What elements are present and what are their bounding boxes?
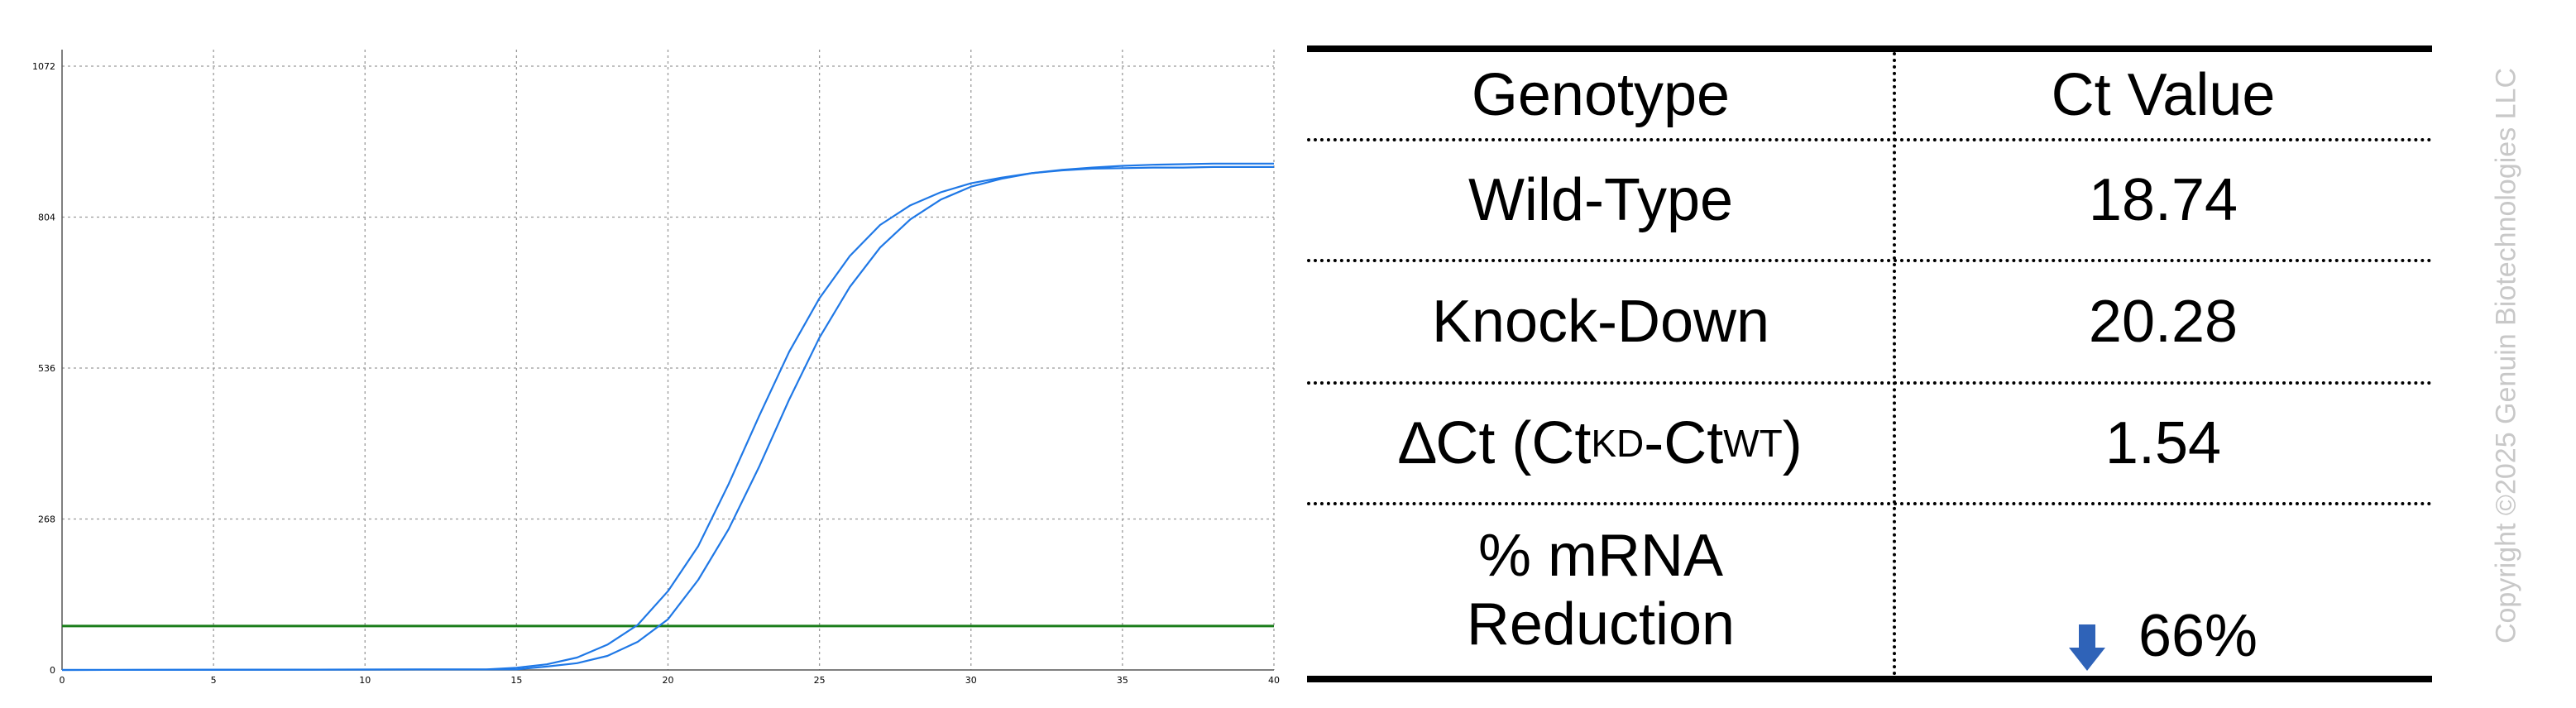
- row-divider: [1307, 138, 2432, 141]
- table-row-delta-ct: ∆ Ct (Ct KD -Ct WT) 1.54: [1307, 385, 2432, 502]
- subscript-wt: WT: [1723, 421, 1783, 465]
- x-tick-label: 25: [814, 675, 826, 686]
- down-arrow-icon: [2068, 624, 2105, 671]
- reduction-label: % mRNA Reduction: [1307, 505, 1894, 676]
- row-divider: [1307, 259, 2432, 262]
- x-tick-label: 5: [211, 675, 217, 686]
- x-tick-label: 10: [359, 675, 371, 686]
- y-tick-label: 536: [38, 363, 55, 374]
- row-divider: [1307, 502, 2432, 505]
- amplification-curve: [61, 165, 1274, 672]
- reduction-value-cell: 66%: [1894, 505, 2432, 676]
- ct-results-table: Genotype Ct Value Wild-Type 18.74 Knock-…: [1307, 45, 2432, 682]
- y-tick-label: 1072: [32, 61, 55, 72]
- delta-ct-value: 1.54: [2104, 409, 2222, 476]
- table-row-knock-down: Knock-Down 20.28: [1307, 262, 2432, 381]
- delta-symbol: ∆: [1399, 409, 1436, 476]
- y-tick-label: 0: [50, 665, 55, 676]
- amplification-curves: [61, 162, 1274, 672]
- header-ct-value: Ct Value: [2051, 61, 2276, 128]
- table-row-reduction: % mRNA Reduction 66%: [1307, 505, 2432, 676]
- tick-labels: 0 5 10 15 20 25 30 35 40 0 268 536 804 1072: [32, 61, 1280, 686]
- reduction-label-line2: Reduction: [1466, 591, 1736, 658]
- ct-value: 18.74: [2088, 166, 2238, 233]
- column-divider: [1893, 52, 1896, 676]
- amplification-curve: [61, 162, 1274, 672]
- table-bottom-rule: [1307, 676, 2432, 682]
- y-tick-label: 804: [38, 213, 55, 223]
- row-divider: [1307, 381, 2432, 385]
- grid-lines: [62, 50, 1275, 670]
- genotype-label: Knock-Down: [1431, 288, 1770, 355]
- reduction-label-line1: % mRNA: [1477, 523, 1723, 590]
- delta-ct-suffix: ): [1782, 409, 1803, 476]
- delta-ct-label: ∆ Ct (Ct KD -Ct WT): [1307, 385, 1894, 502]
- x-tick-label: 30: [965, 675, 977, 686]
- x-tick-label: 20: [663, 675, 674, 686]
- delta-ct-middle: -Ct: [1644, 409, 1724, 476]
- x-tick-label: 40: [1268, 675, 1280, 686]
- qpcr-amplification-chart: 0 5 10 15 20 25 30 35 40 0 268 536 804 1072: [32, 50, 1280, 686]
- table-row-wild-type: Wild-Type 18.74: [1307, 141, 2432, 259]
- x-tick-label: 15: [510, 675, 522, 686]
- genotype-label: Wild-Type: [1468, 166, 1734, 233]
- reduction-value: 66%: [2138, 603, 2258, 670]
- x-tick-label: 0: [60, 675, 65, 686]
- header-genotype: Genotype: [1471, 61, 1731, 128]
- ct-value: 20.28: [2088, 288, 2238, 355]
- table-header-row: Genotype Ct Value: [1307, 52, 2432, 138]
- x-tick-label: 35: [1117, 675, 1128, 686]
- table-top-rule: [1307, 45, 2432, 52]
- delta-ct-prefix: Ct (Ct: [1435, 409, 1592, 476]
- y-tick-label: 268: [38, 514, 55, 525]
- copyright-watermark: Copyright ©2025 Genuin Biotechnologies L…: [2490, 67, 2522, 644]
- subscript-kd: KD: [1591, 421, 1645, 465]
